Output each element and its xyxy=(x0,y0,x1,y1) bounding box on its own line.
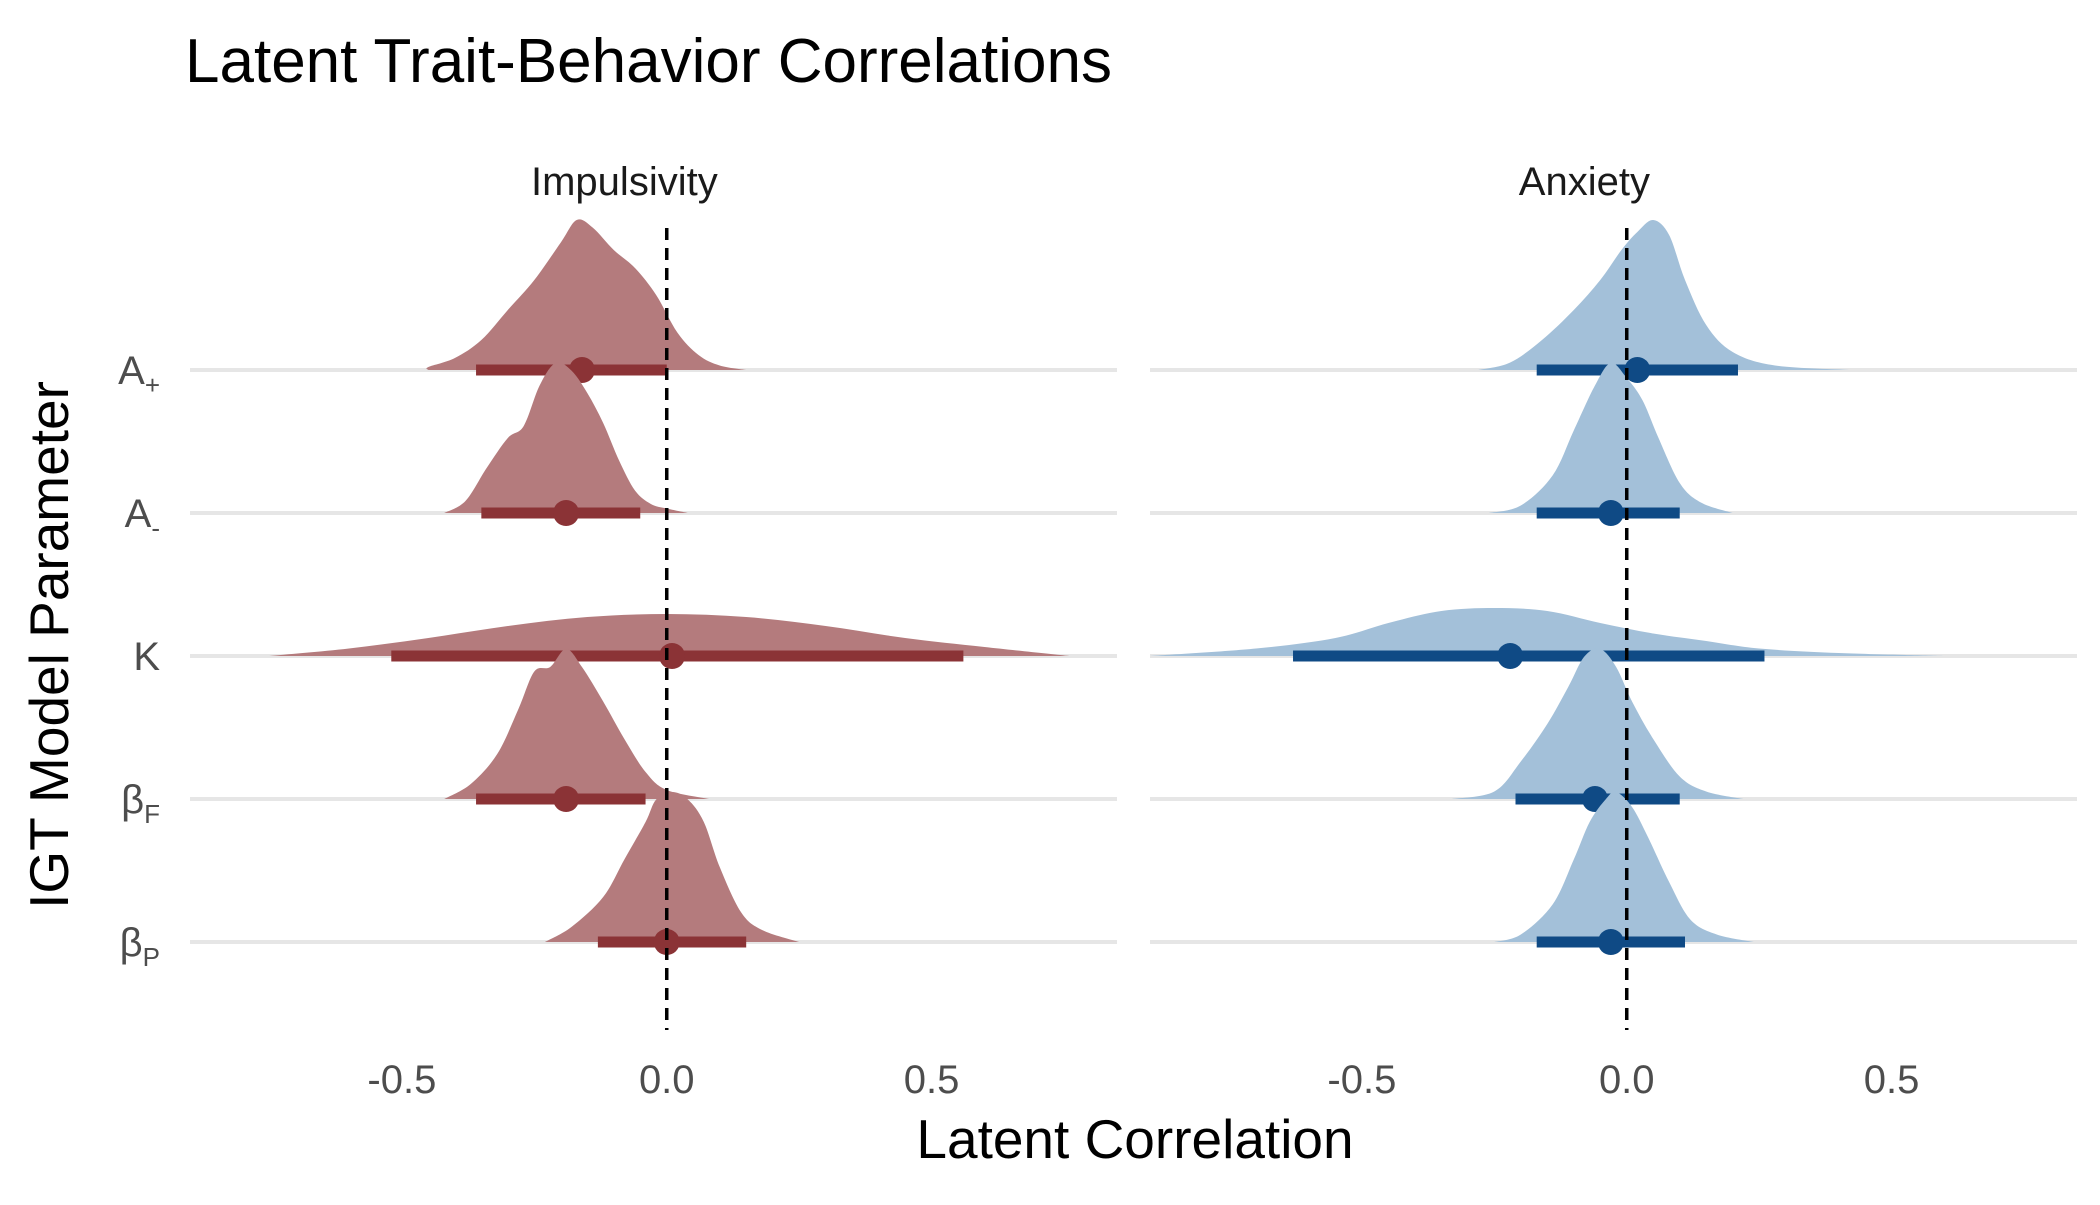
median-point-impulsivity-1 xyxy=(553,500,580,526)
x-axis-title: Latent Correlation xyxy=(916,1108,1353,1170)
y-tick-label: A+ xyxy=(118,349,160,400)
density-impulsivity-4 xyxy=(542,792,802,942)
y-tick-label: βP xyxy=(120,921,160,972)
median-point-impulsivity-4 xyxy=(653,929,680,955)
facet-label-impulsivity: Impulsivity xyxy=(531,160,718,204)
panels-group: Impulsivity -0.5 0.0 0.5 Anxiety -0.5 0.0 0.5 A+… xyxy=(118,160,2077,1102)
density-anxiety-2 xyxy=(1142,608,1953,656)
x-tick-label: 0.5 xyxy=(1864,1058,1920,1102)
median-point-anxiety-1 xyxy=(1597,500,1624,526)
chart-title: Latent Trait-Behavior Correlations xyxy=(185,27,1112,96)
y-tick-label: K xyxy=(133,635,160,679)
x-tick-label: 0.0 xyxy=(1599,1058,1655,1102)
density-anxiety-4 xyxy=(1492,791,1757,942)
density-impulsivity-2 xyxy=(263,614,1076,656)
y-axis-title: IGT Model Parameter xyxy=(18,381,80,909)
density-anxiety-0 xyxy=(1476,219,1855,370)
median-point-impulsivity-2 xyxy=(659,643,686,669)
density-impulsivity-0 xyxy=(426,219,749,370)
y-tick-label: A- xyxy=(125,492,160,543)
y-tick-label: βF xyxy=(121,778,160,829)
x-tick-label: -0.5 xyxy=(1327,1058,1396,1102)
density-impulsivity-3 xyxy=(442,649,713,799)
density-impulsivity-1 xyxy=(442,362,690,513)
x-tick-label: 0.0 xyxy=(639,1058,695,1102)
facet-label-anxiety: Anxiety xyxy=(1519,160,1650,204)
panel-impulsivity: Impulsivity -0.5 0.0 0.5 xyxy=(190,160,1117,1102)
median-point-impulsivity-3 xyxy=(553,786,580,812)
x-tick-label: 0.5 xyxy=(904,1058,960,1102)
median-point-anxiety-4 xyxy=(1597,929,1624,955)
density-anxiety-1 xyxy=(1486,362,1736,513)
median-point-anxiety-2 xyxy=(1497,643,1524,669)
density-anxiety-3 xyxy=(1448,648,1747,799)
median-point-anxiety-0 xyxy=(1624,357,1651,383)
x-tick-label: -0.5 xyxy=(367,1058,436,1102)
panel-anxiety: Anxiety -0.5 0.0 0.5 xyxy=(1142,160,2077,1102)
